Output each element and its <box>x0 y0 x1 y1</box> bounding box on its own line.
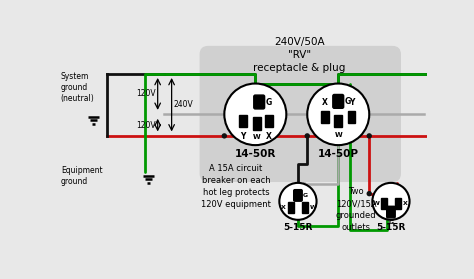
Circle shape <box>279 183 317 220</box>
Text: 240V: 240V <box>174 100 194 109</box>
Text: X: X <box>266 132 272 141</box>
FancyBboxPatch shape <box>201 47 400 181</box>
Bar <box>348 111 356 123</box>
Bar <box>395 198 401 209</box>
Text: G: G <box>345 97 351 106</box>
Text: G: G <box>302 193 308 198</box>
Text: X: X <box>322 98 328 107</box>
Text: System
ground
(neutral): System ground (neutral) <box>61 72 94 103</box>
Text: 5-15R: 5-15R <box>283 223 313 232</box>
Text: 5-15R: 5-15R <box>376 223 406 232</box>
Text: 14-50P: 14-50P <box>318 149 359 159</box>
Text: 120V: 120V <box>136 121 155 130</box>
Bar <box>381 198 387 209</box>
Text: W: W <box>373 201 379 206</box>
Text: W: W <box>334 132 342 138</box>
Circle shape <box>366 191 372 196</box>
Bar <box>302 202 308 213</box>
Text: 240V/50A
"RV"
receptacle & plug: 240V/50A "RV" receptacle & plug <box>253 37 346 73</box>
Bar <box>288 202 293 213</box>
Text: 120V: 120V <box>136 89 155 98</box>
Bar <box>321 111 329 123</box>
Circle shape <box>373 183 410 220</box>
Text: 14-50R: 14-50R <box>235 149 276 159</box>
Circle shape <box>307 83 369 145</box>
Text: Two
120V/15A
grounded
outlets: Two 120V/15A grounded outlets <box>336 187 376 232</box>
Bar <box>253 117 261 130</box>
FancyBboxPatch shape <box>333 95 344 108</box>
FancyBboxPatch shape <box>387 206 395 218</box>
Circle shape <box>224 83 286 145</box>
Text: G: G <box>388 220 393 225</box>
Text: Y: Y <box>240 132 246 141</box>
Circle shape <box>366 133 372 139</box>
Text: W: W <box>253 134 261 140</box>
Text: X: X <box>403 201 408 206</box>
Bar <box>265 115 273 127</box>
Text: X: X <box>282 205 286 210</box>
Circle shape <box>304 133 310 139</box>
Bar <box>334 115 342 127</box>
FancyBboxPatch shape <box>254 95 264 109</box>
Text: G: G <box>265 97 272 107</box>
Text: W: W <box>310 205 317 210</box>
Text: Y: Y <box>349 98 354 107</box>
FancyBboxPatch shape <box>294 190 302 201</box>
Circle shape <box>222 133 227 139</box>
Bar <box>239 115 247 127</box>
Text: Equipment
ground: Equipment ground <box>61 166 102 186</box>
Text: A 15A circuit
breaker on each
hot leg protects
120V equipment: A 15A circuit breaker on each hot leg pr… <box>201 164 271 209</box>
